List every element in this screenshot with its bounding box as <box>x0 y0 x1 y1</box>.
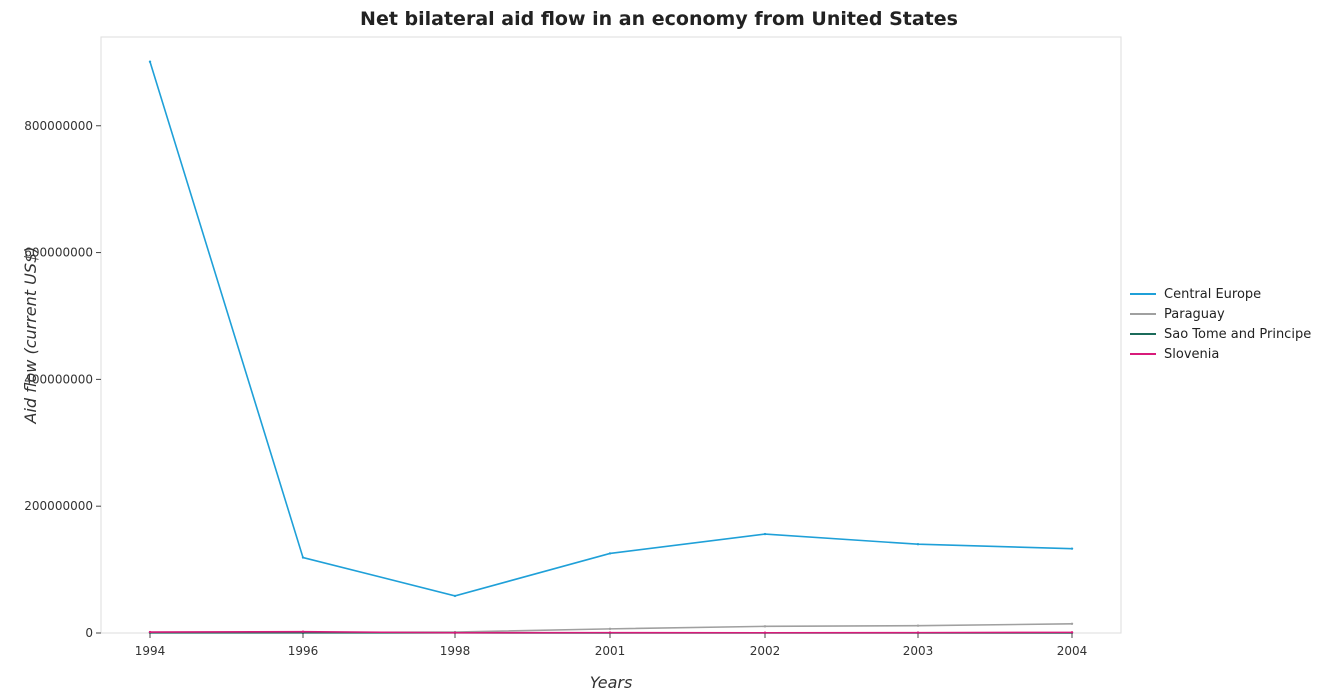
y-axis-title: Aid flow (current US$) <box>21 247 40 425</box>
data-point-slovenia <box>453 631 457 634</box>
y-tick-label: 400000000 <box>24 372 93 386</box>
legend-item-slovenia: Slovenia <box>1130 344 1311 364</box>
y-tick-label: 600000000 <box>24 246 93 260</box>
data-point-slovenia <box>301 630 305 633</box>
x-tick-label: 2004 <box>1057 644 1088 658</box>
x-tick-label: 1998 <box>440 644 471 658</box>
legend-label: Paraguay <box>1164 306 1225 322</box>
data-point-central-europe <box>763 532 767 536</box>
data-point-paraguay <box>763 625 767 628</box>
data-point-central-europe <box>453 594 457 598</box>
data-point-central-europe <box>301 556 305 559</box>
legend-swatch <box>1130 293 1156 295</box>
legend-swatch <box>1130 353 1156 355</box>
legend-label: Slovenia <box>1164 346 1220 362</box>
x-tick-label: 1994 <box>135 644 166 658</box>
y-tick-label: 0 <box>85 626 93 640</box>
legend-item-central-europe: Central Europe <box>1130 284 1311 304</box>
data-point-central-europe <box>1070 547 1074 550</box>
x-tick-label: 1996 <box>288 644 319 658</box>
data-point-paraguay <box>608 627 612 631</box>
x-tick-label: 2001 <box>595 644 626 658</box>
y-tick-label: 200000000 <box>24 499 93 513</box>
data-point-central-europe <box>608 552 612 555</box>
x-tick-label: 2002 <box>750 644 781 658</box>
data-point-paraguay <box>1070 622 1074 626</box>
data-point-slovenia <box>763 631 767 634</box>
y-tick-label: 800000000 <box>24 119 93 133</box>
legend-label: Central Europe <box>1164 286 1262 302</box>
legend-swatch <box>1130 313 1156 315</box>
data-point-slovenia <box>916 631 920 634</box>
legend: Central Europe Paraguay Sao Tome and Princ… <box>1130 284 1311 364</box>
chart-title: Net bilateral aid flow in an economy fro… <box>360 8 958 30</box>
data-point-slovenia <box>1070 631 1074 634</box>
data-point-slovenia <box>148 630 152 634</box>
legend-swatch <box>1130 333 1156 335</box>
x-tick-label: 2003 <box>903 644 934 658</box>
x-axis-title: Years <box>590 673 633 692</box>
data-point-central-europe <box>916 543 920 546</box>
legend-item-paraguay: Paraguay <box>1130 304 1311 324</box>
data-point-central-europe <box>148 60 152 63</box>
data-point-slovenia <box>608 631 612 634</box>
data-point-paraguay <box>916 624 920 627</box>
plot-area <box>100 36 1122 634</box>
legend-item-sao-tome-and-principe: Sao Tome and Principe <box>1130 324 1311 344</box>
legend-label: Sao Tome and Principe <box>1164 326 1312 342</box>
